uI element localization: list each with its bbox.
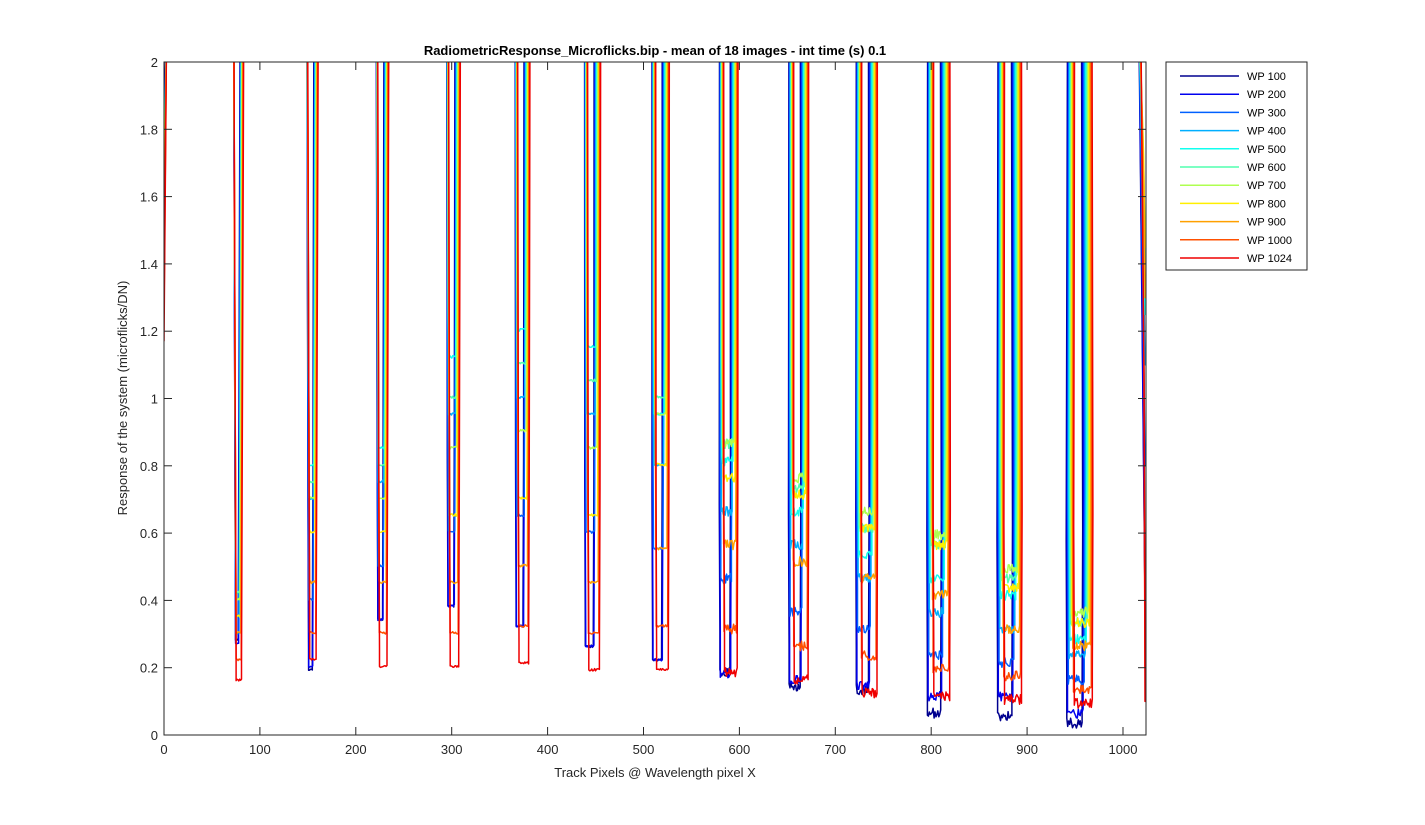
y-tick-label: 0 [151,728,158,743]
y-tick-label: 0.2 [140,661,158,676]
legend-entry: WP 800 [1247,198,1286,210]
legend-entry: WP 200 [1247,89,1286,101]
x-tick-label: 900 [1016,742,1038,757]
x-tick-label: 1000 [1109,742,1138,757]
legend-entry: WP 300 [1247,107,1286,119]
series-line [164,62,1146,709]
x-tick-label: 400 [537,742,559,757]
y-tick-label: 0.4 [140,593,158,608]
legend-box [1165,61,1308,271]
y-tick-label: 1.8 [140,122,158,137]
legend-entry: WP 1024 [1247,253,1292,265]
legend: WP 100 WP 200 WP 300 WP 400 WP 500 WP 600 WP 7… [1165,61,1308,271]
x-tick-label: 200 [345,742,367,757]
y-axis-label: Response of the system (microflicks/DN) [115,281,130,516]
x-tick-label: 0 [160,742,167,757]
series-line [164,62,1146,618]
legend-entry: WP 900 [1247,217,1286,229]
legend-entry: WP 100 [1247,71,1286,83]
series-line [164,62,1146,729]
y-tick-label: 1.4 [140,257,158,272]
y-tick-label: 0.8 [140,459,158,474]
x-tick-label: 800 [920,742,942,757]
series-lines [164,62,1146,729]
legend-entry: WP 600 [1247,162,1286,174]
x-axis-label: Track Pixels @ Wavelength pixel X [554,765,756,780]
y-tick-label: 2 [151,55,158,70]
x-axis: 0 100 200 300 400 500 600 700 800 900 1000 [160,62,1137,757]
series-line [164,62,1146,695]
legend-entry: WP 400 [1247,126,1286,138]
y-tick-label: 1 [151,392,158,407]
legend-entry: WP 500 [1247,144,1286,156]
series-line [164,62,1146,645]
y-tick-label: 1.2 [140,324,158,339]
series-line [164,62,1146,686]
legend-entry: WP 1000 [1247,235,1292,247]
x-tick-label: 300 [441,742,463,757]
x-tick-label: 100 [249,742,271,757]
chart-title: RadiometricResponse_Microflicks.bip - me… [424,43,886,58]
y-tick-label: 0.6 [140,526,158,541]
series-line [164,62,1146,652]
y-tick-label: 1.6 [140,190,158,205]
legend-entry: WP 700 [1247,180,1286,192]
series-line [164,62,1146,629]
x-tick-label: 700 [824,742,846,757]
x-tick-label: 600 [729,742,751,757]
y-axis: 0 0.2 0.4 0.6 0.8 1 1.2 1.4 1.6 1.8 2 [140,55,1146,743]
x-tick-label: 500 [633,742,655,757]
